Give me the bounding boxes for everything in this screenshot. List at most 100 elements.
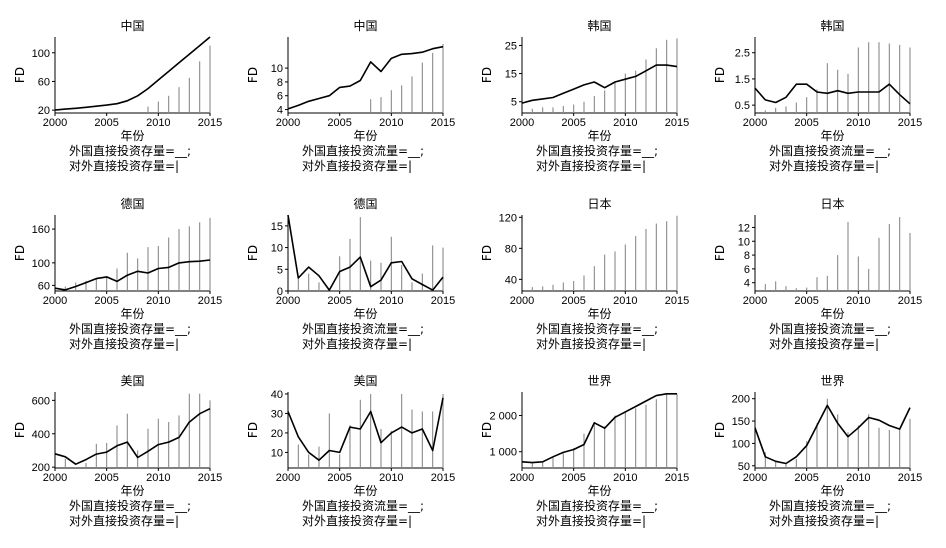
chart-title: 美国	[353, 374, 377, 388]
y-axis-label: FD	[713, 245, 727, 261]
y-tick-label: 10	[271, 243, 283, 255]
x-tick-label: 2000	[743, 472, 767, 484]
x-tick-label: 2010	[613, 472, 637, 484]
x-tick-label: 2000	[510, 295, 534, 307]
chart-title: 德国	[120, 196, 144, 211]
chart-title: 世界	[587, 374, 611, 388]
chart-title: 韩国	[587, 18, 611, 33]
chart-panel-4: 韩国 0.5 1.5 2.5 2000 2005 2010 2015 FD 年份外国直接投资流量=…	[713, 18, 922, 173]
legend-entry-bars: 外国直接投资流量=__;	[302, 143, 424, 158]
x-tick-label: 2000	[276, 117, 300, 129]
y-tick-label: 400	[32, 429, 50, 441]
x-tick-label: 2005	[561, 472, 585, 484]
x-axis-label: 年份	[120, 129, 144, 143]
y-tick-label: 4	[277, 105, 283, 117]
y-tick-label: 1 000	[489, 447, 517, 459]
y-tick-label: 200	[732, 394, 750, 406]
legend-entry-bars: 外国直接投资流量=__;	[769, 321, 891, 336]
y-tick-label: 160	[32, 224, 50, 236]
chart-title: 世界	[820, 374, 844, 388]
x-tick-label: 2015	[665, 117, 689, 129]
legend-entry-bars: 外国直接投资存量=__;	[69, 143, 191, 158]
y-tick-label: 60	[38, 280, 50, 292]
y-tick-label: 20	[271, 428, 283, 440]
x-tick-label: 2015	[431, 117, 455, 129]
x-axis-label: 年份	[587, 129, 611, 143]
y-tick-label: 2 000	[489, 411, 517, 423]
chart-panel-10: 美国 10 20 30 40 2000 2005 2010 2015 FD 年份外国直接投资流量=_…	[246, 374, 455, 528]
y-axis-label: FD	[13, 422, 27, 438]
x-tick-label: 2005	[94, 472, 118, 484]
y-tick-label: 4	[744, 278, 750, 290]
y-tick-label: 8	[744, 250, 750, 262]
x-tick-label: 2015	[665, 295, 689, 307]
x-axis-label: 年份	[353, 129, 377, 143]
series-line	[54, 259, 211, 291]
y-tick-label: 100	[732, 438, 750, 450]
chart-title: 德国	[353, 196, 377, 211]
legend-entry-line: 对外直接投资存量=|	[536, 158, 646, 173]
legend-entry-bars: 外国直接投资存量=__;	[536, 143, 658, 158]
chart-panel-3: 韩国 5 15 25 2000 2005 2010 2015 FD 年份外国直接投资存量=__;对…	[480, 18, 689, 173]
x-tick-label: 2010	[146, 472, 170, 484]
x-tick-label: 2005	[794, 117, 818, 129]
legend-entry-line: 对外直接投资存量=|	[769, 513, 879, 528]
x-axis-label: 年份	[353, 484, 377, 498]
chart-title: 日本	[587, 197, 611, 211]
chart-panel-11: 世界 1 000 2 000 2000 2005 2010 2015 FD 年份外国直接投资存量…	[480, 374, 689, 528]
y-tick-label: 40	[505, 274, 517, 286]
y-tick-label: 60	[38, 76, 50, 88]
chart-title: 中国	[120, 18, 144, 33]
x-tick-label: 2005	[561, 295, 585, 307]
x-axis-label: 年份	[587, 484, 611, 498]
x-tick-label: 2015	[198, 472, 222, 484]
y-tick-label: 25	[505, 40, 517, 52]
x-tick-label: 2005	[94, 295, 118, 307]
x-tick-label: 2000	[43, 472, 67, 484]
x-tick-label: 2005	[94, 117, 118, 129]
y-tick-label: 6	[744, 264, 750, 276]
y-tick-label: 40	[271, 389, 283, 401]
series-line	[287, 45, 444, 110]
x-tick-label: 2000	[743, 295, 767, 307]
chart-panel-1: 中国 20 60 100 2000 2005 2010 2015 FD 年份外国直接投资存量=__…	[13, 18, 222, 173]
chart-panel-7: 日本 40 80 120 2000 2005 2010 2015 FD 年份外国直接投资存量=__…	[480, 197, 689, 351]
y-tick-label: 100	[32, 48, 50, 60]
x-tick-label: 2005	[327, 295, 351, 307]
y-tick-label: 15	[271, 221, 283, 233]
x-axis-label: 年份	[587, 307, 611, 321]
x-tick-label: 2005	[561, 117, 585, 129]
x-axis-label: 年份	[120, 484, 144, 498]
x-tick-label: 2010	[379, 117, 403, 129]
legend-entry-line: 对外直接投资存量=|	[302, 513, 412, 528]
y-tick-label: 0.5	[735, 100, 750, 112]
x-tick-label: 2015	[431, 472, 455, 484]
series-line	[287, 214, 444, 291]
chart-panel-2: 中国 4 6 8 10 2000 2005 2010 2015 FD 年份外国直接投资流量=__;对…	[246, 18, 455, 173]
y-axis-label: FD	[480, 422, 494, 438]
legend-entry-bars: 外国直接投资流量=__;	[302, 321, 424, 336]
x-axis-label: 年份	[120, 307, 144, 321]
legend-entry-line: 对外直接投资存量=|	[769, 336, 879, 351]
series-line	[521, 64, 678, 104]
chart-title: 中国	[353, 18, 377, 33]
chart-panel-9: 美国 200 400 600 2000 2005 2010 2015 FD 年份外国直接投资存量=…	[13, 374, 222, 528]
y-tick-label: 8	[277, 77, 283, 89]
y-tick-label: 200	[32, 462, 50, 474]
y-tick-label: 120	[499, 212, 517, 224]
chart-title: 日本	[820, 197, 844, 211]
x-tick-label: 2005	[794, 472, 818, 484]
x-tick-label: 2015	[898, 295, 922, 307]
series-line	[54, 407, 211, 466]
y-tick-label: 0	[277, 286, 283, 298]
series-line	[287, 397, 444, 462]
y-tick-label: 5	[511, 97, 517, 109]
y-axis-label: FD	[480, 67, 494, 83]
x-tick-label: 2015	[198, 117, 222, 129]
x-axis-label: 年份	[820, 484, 844, 498]
y-tick-label: 20	[38, 105, 50, 117]
x-tick-label: 2000	[43, 295, 67, 307]
y-axis-label: FD	[713, 422, 727, 438]
chart-panel-6: 德国 0 5 10 15 2000 2005 2010 2015 FD 年份外国直接投资流量=__;…	[246, 196, 455, 351]
